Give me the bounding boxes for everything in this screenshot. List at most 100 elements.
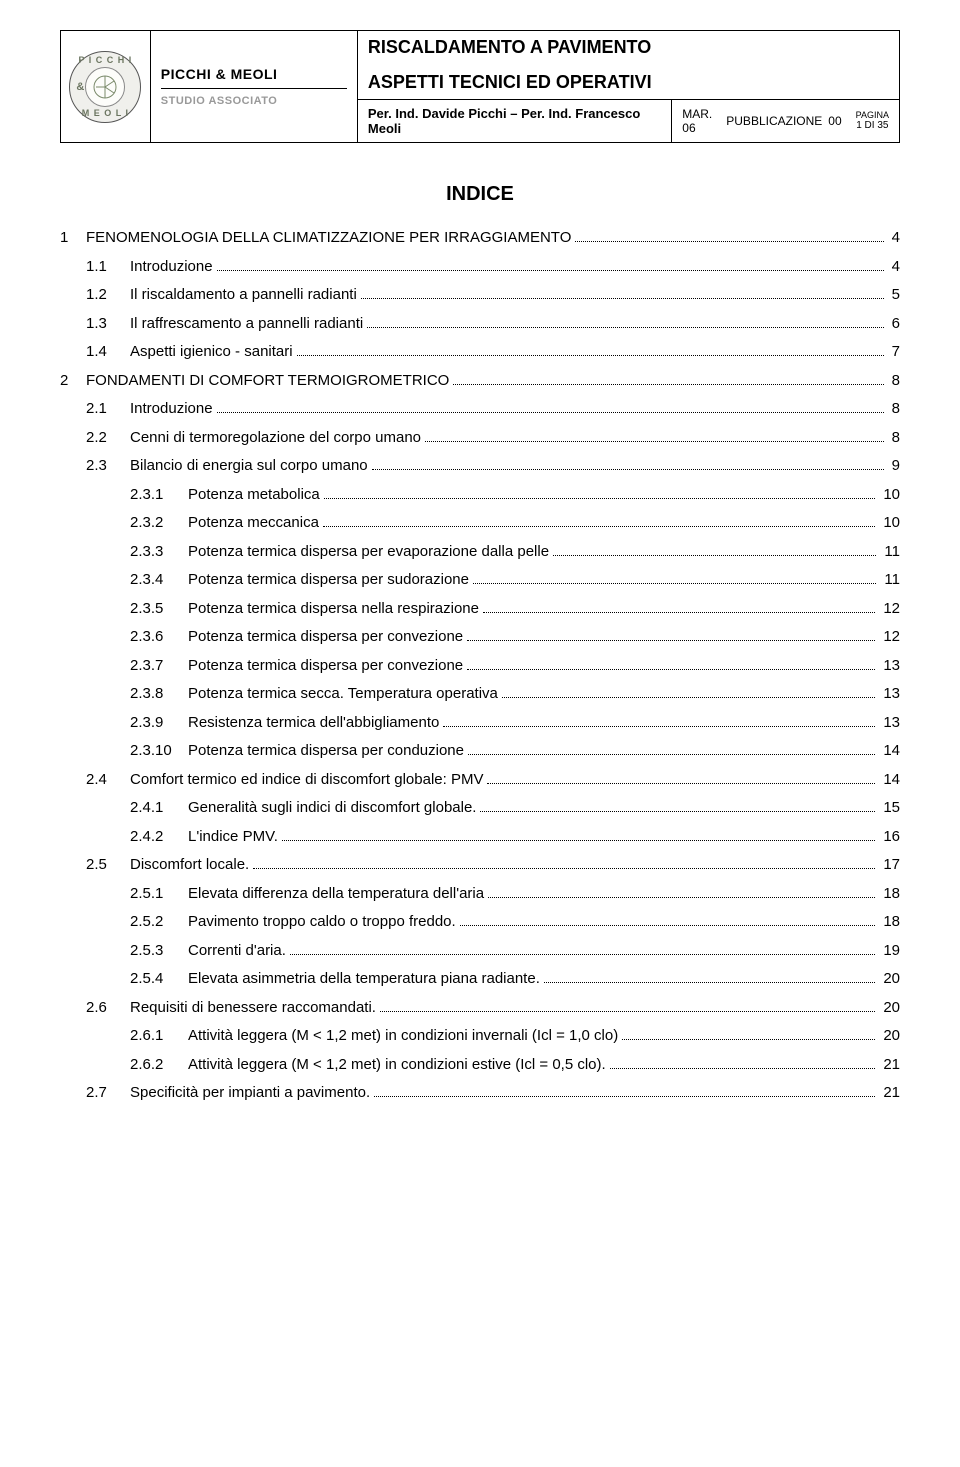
meta-page-value: 1 DI 35 <box>856 120 889 131</box>
toc-row: 2.3.7Potenza termica dispersa per convez… <box>60 652 900 681</box>
toc-leader-dots <box>502 697 875 698</box>
toc-page: 20 <box>879 994 900 1023</box>
toc-leader-dots <box>473 583 876 584</box>
toc-page: 7 <box>888 338 900 367</box>
toc-row: 2.3.2Potenza meccanica10 <box>60 509 900 538</box>
toc-leader-dots <box>367 327 883 328</box>
toc-leader-dots <box>468 754 875 755</box>
table-of-contents: 1FENOMENOLOGIA DELLA CLIMATIZZAZIONE PER… <box>60 224 900 1108</box>
toc-label: Introduzione <box>130 253 213 282</box>
toc-leader-dots <box>488 897 875 898</box>
toc-row: 2.6.1Attività leggera (M < 1,2 met) in c… <box>60 1022 900 1051</box>
toc-leader-dots <box>290 954 875 955</box>
toc-number: 2.5 <box>86 851 130 880</box>
toc-leader-dots <box>575 241 883 242</box>
toc-page: 20 <box>879 965 900 994</box>
toc-label: Potenza termica dispersa nella respirazi… <box>188 595 479 624</box>
toc-leader-dots <box>467 669 875 670</box>
toc-row: 2FONDAMENTI DI COMFORT TERMOIGROMETRICO8 <box>60 367 900 396</box>
toc-number: 1.2 <box>86 281 130 310</box>
toc-leader-dots <box>361 298 884 299</box>
toc-label: Discomfort locale. <box>130 851 249 880</box>
toc-row: 2.3.4Potenza termica dispersa per sudora… <box>60 566 900 595</box>
toc-page: 4 <box>888 253 900 282</box>
toc-row: 2.4.1Generalità sugli indici di discomfo… <box>60 794 900 823</box>
toc-page: 8 <box>888 424 900 453</box>
toc-leader-dots <box>253 868 875 869</box>
toc-leader-dots <box>324 498 876 499</box>
toc-label: Potenza termica dispersa per conduzione <box>188 737 464 766</box>
toc-page: 10 <box>879 481 900 510</box>
toc-row: 2.3Bilancio di energia sul corpo umano9 <box>60 452 900 481</box>
brand-cell: PICCHI & MEOLI STUDIO ASSOCIATO <box>150 31 357 143</box>
toc-leader-dots <box>323 526 875 527</box>
toc-number: 1 <box>60 224 86 253</box>
toc-row: 2.5.4Elevata asimmetria della temperatur… <box>60 965 900 994</box>
toc-page: 4 <box>888 224 900 253</box>
toc-leader-dots <box>467 640 875 641</box>
toc-label: Introduzione <box>130 395 213 424</box>
toc-number: 2.3.7 <box>130 652 188 681</box>
toc-number: 2.6.2 <box>130 1051 188 1080</box>
toc-leader-dots <box>217 270 884 271</box>
toc-label: Potenza meccanica <box>188 509 319 538</box>
toc-row: 2.5.3Correnti d'aria.19 <box>60 937 900 966</box>
toc-row: 1.3Il raffrescamento a pannelli radianti… <box>60 310 900 339</box>
logo-cell: P I C C H I & M E O L I <box>61 31 151 143</box>
toc-number: 2.3.9 <box>130 709 188 738</box>
toc-number: 2.6 <box>86 994 130 1023</box>
toc-leader-dots <box>282 840 875 841</box>
toc-label: Attività leggera (M < 1,2 met) in condiz… <box>188 1051 606 1080</box>
toc-title: INDICE <box>60 183 900 206</box>
meta-pub-label: PUBBLICAZIONE <box>726 114 822 128</box>
toc-number: 2.3.2 <box>130 509 188 538</box>
toc-page: 14 <box>879 737 900 766</box>
toc-row: 2.4Comfort termico ed indice di discomfo… <box>60 766 900 795</box>
toc-page: 12 <box>879 595 900 624</box>
toc-label: Requisiti di benessere raccomandati. <box>130 994 376 1023</box>
brand-name: PICCHI & MEOLI <box>161 66 347 82</box>
toc-number: 2.7 <box>86 1079 130 1108</box>
toc-page: 20 <box>879 1022 900 1051</box>
toc-leader-dots <box>480 811 875 812</box>
toc-page: 21 <box>879 1051 900 1080</box>
toc-label: FENOMENOLOGIA DELLA CLIMATIZZAZIONE PER … <box>86 224 571 253</box>
toc-page: 11 <box>880 538 900 567</box>
toc-page: 19 <box>879 937 900 966</box>
toc-row: 2.4.2L'indice PMV.16 <box>60 823 900 852</box>
toc-label: Potenza termica dispersa per sudorazione <box>188 566 469 595</box>
toc-page: 5 <box>888 281 900 310</box>
logo: P I C C H I & M E O L I <box>69 51 141 123</box>
toc-row: 2.3.6Potenza termica dispersa per convez… <box>60 623 900 652</box>
toc-row: 2.3.5Potenza termica dispersa nella resp… <box>60 595 900 624</box>
toc-leader-dots <box>487 783 875 784</box>
toc-label: Il raffrescamento a pannelli radianti <box>130 310 363 339</box>
toc-leader-dots <box>443 726 875 727</box>
toc-leader-dots <box>297 355 884 356</box>
toc-leader-dots <box>553 555 876 556</box>
toc-number: 2.1 <box>86 395 130 424</box>
toc-row: 2.3.8Potenza termica secca. Temperatura … <box>60 680 900 709</box>
toc-page: 13 <box>879 709 900 738</box>
toc-number: 1.4 <box>86 338 130 367</box>
toc-number: 2.4 <box>86 766 130 795</box>
toc-leader-dots <box>374 1096 875 1097</box>
toc-label: Specificità per impianti a pavimento. <box>130 1079 370 1108</box>
toc-page: 12 <box>879 623 900 652</box>
toc-label: FONDAMENTI DI COMFORT TERMOIGROMETRICO <box>86 367 449 396</box>
toc-label: Elevata differenza della temperatura del… <box>188 880 484 909</box>
title-cell: RISCALDAMENTO A PAVIMENTO ASPETTI TECNIC… <box>357 31 899 100</box>
logo-amp: & <box>76 81 84 93</box>
toc-number: 2.5.4 <box>130 965 188 994</box>
toc-label: Aspetti igienico - sanitari <box>130 338 293 367</box>
toc-row: 2.5.1Elevata differenza della temperatur… <box>60 880 900 909</box>
logo-text-top: P I C C H I <box>78 55 132 65</box>
toc-row: 2.2Cenni di termoregolazione del corpo u… <box>60 424 900 453</box>
toc-label: Elevata asimmetria della temperatura pia… <box>188 965 540 994</box>
toc-leader-dots <box>372 469 884 470</box>
header-table: P I C C H I & M E O L I PICCHI & MEOLI S… <box>60 30 900 143</box>
toc-number: 2.3.8 <box>130 680 188 709</box>
toc-label: Cenni di termoregolazione del corpo uman… <box>130 424 421 453</box>
toc-row: 1.4Aspetti igienico - sanitari 7 <box>60 338 900 367</box>
toc-page: 15 <box>879 794 900 823</box>
